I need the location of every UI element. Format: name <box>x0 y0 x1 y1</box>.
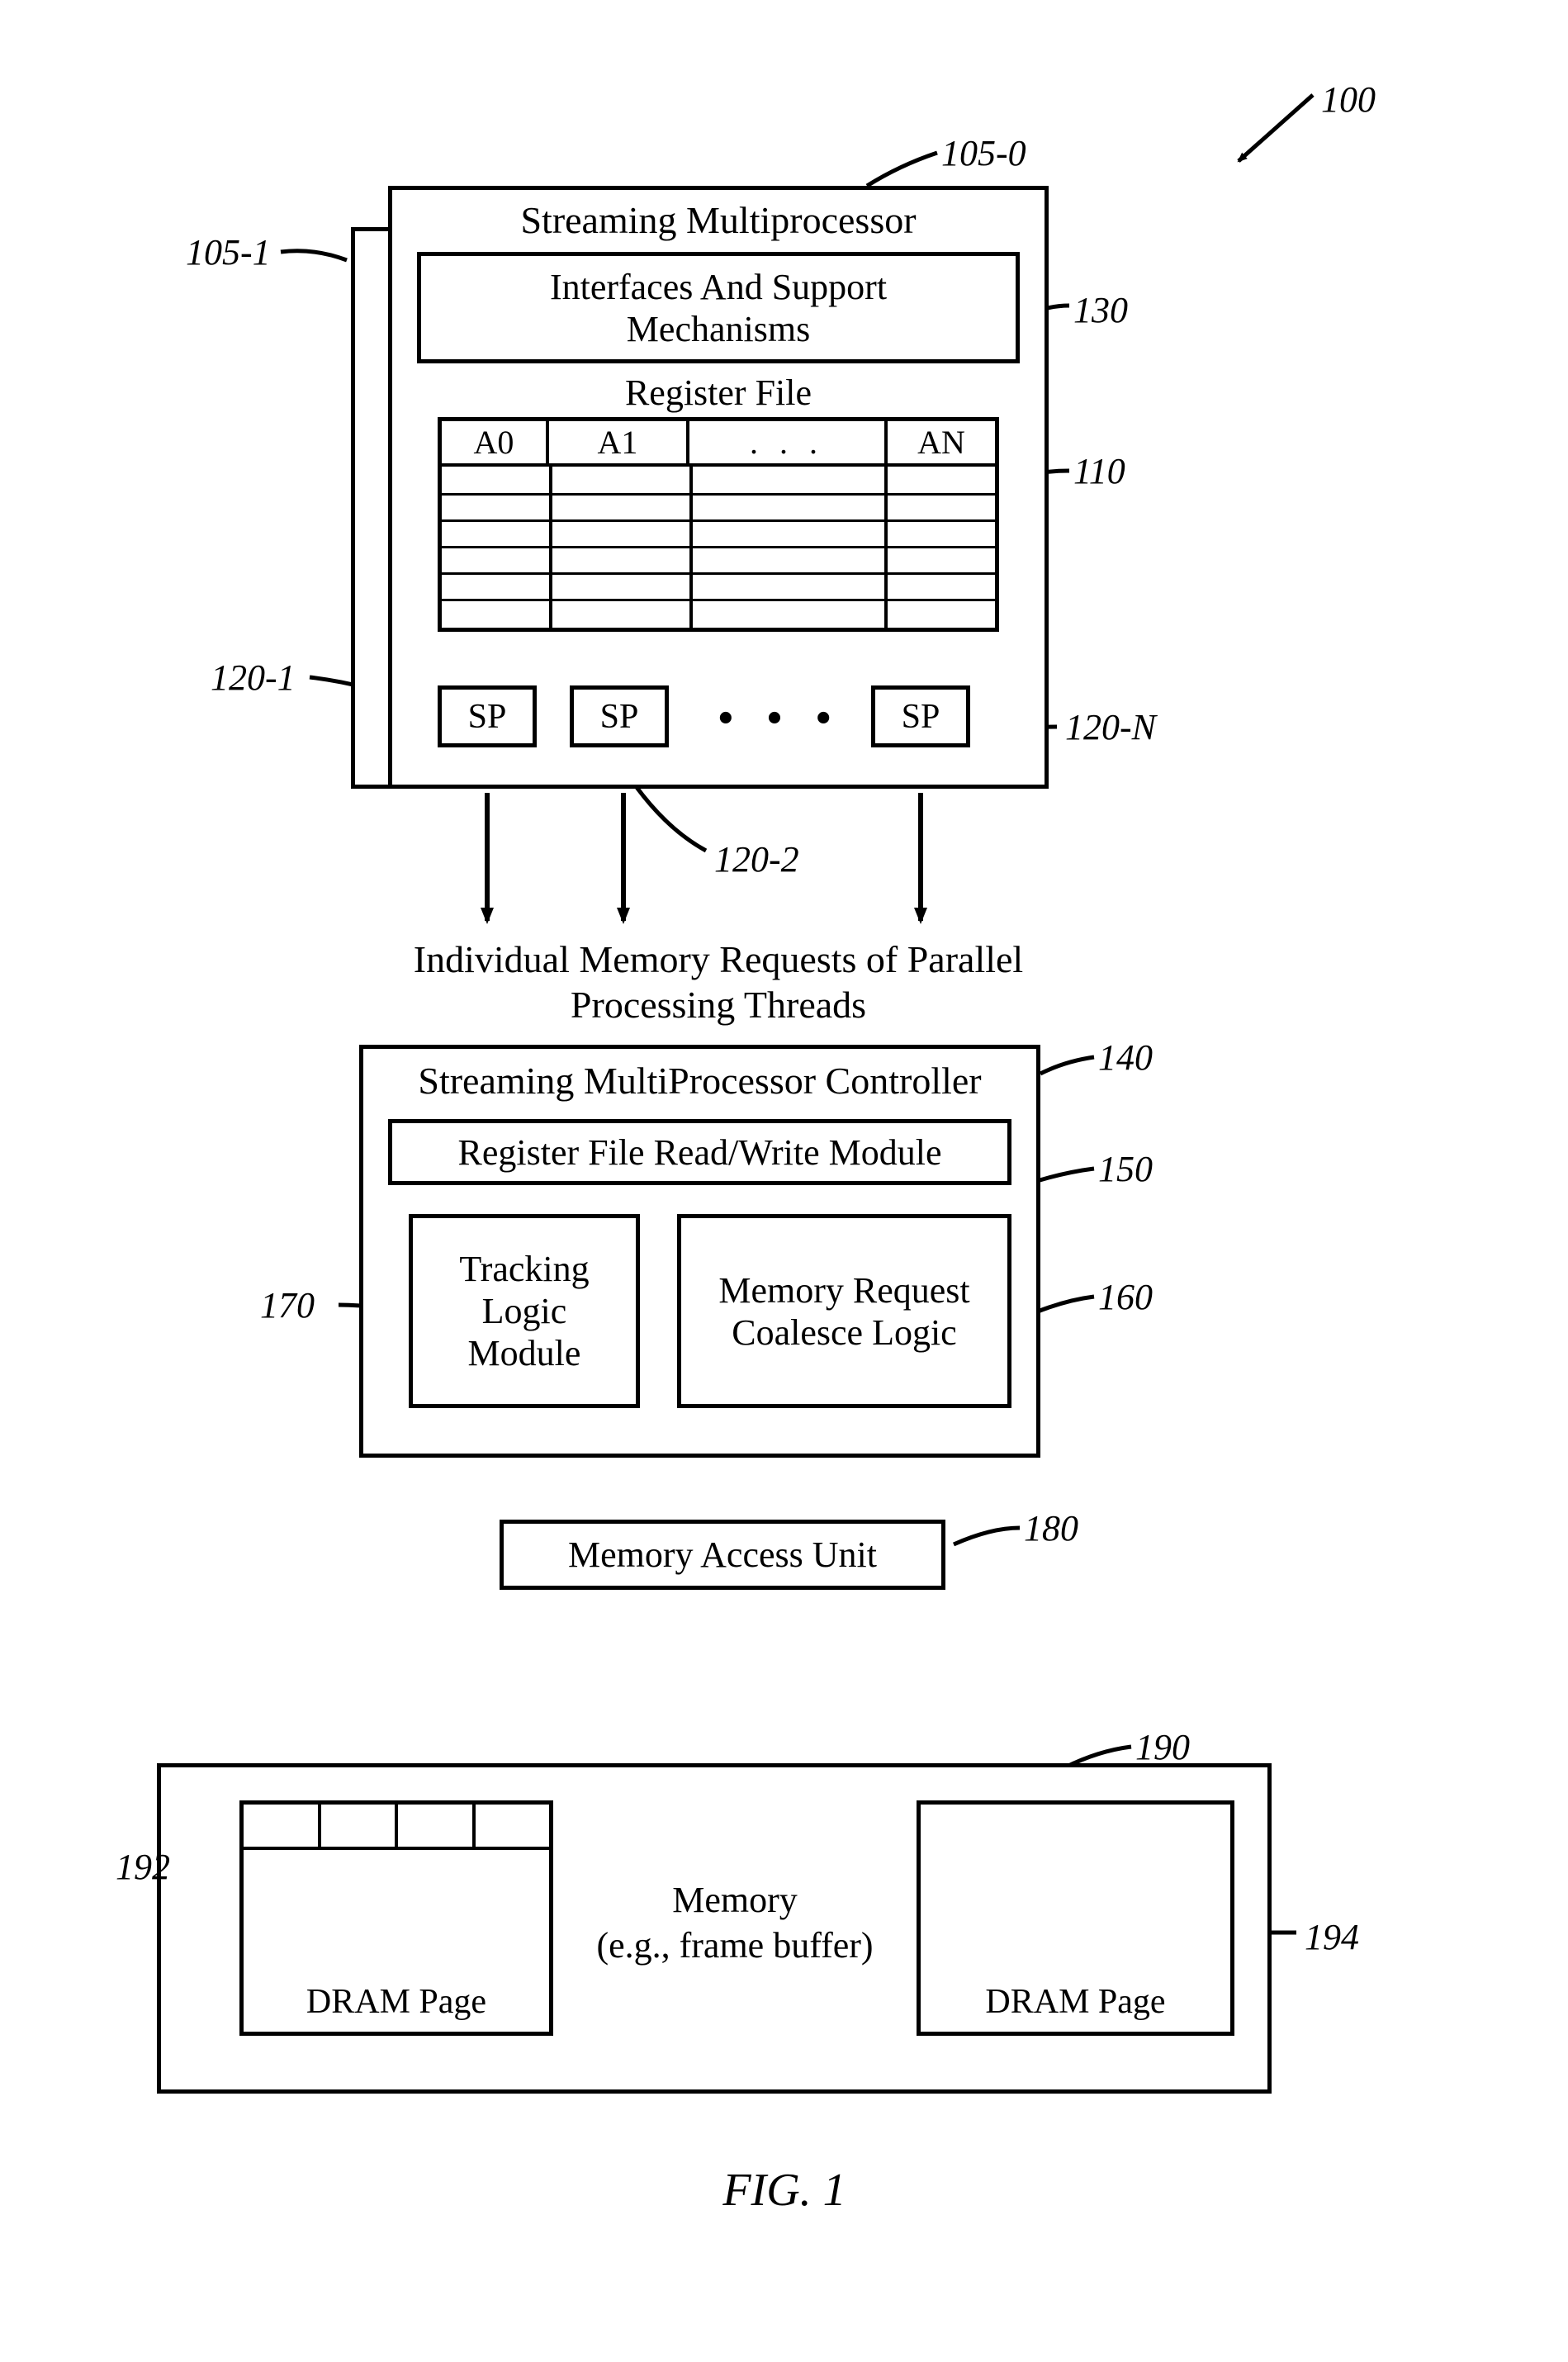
memory-line2: (e.g., frame buffer) <box>557 1924 912 1966</box>
dram-right-text: DRAM Page <box>921 1982 1230 2022</box>
dram-right-box: DRAM Page <box>917 1800 1234 2036</box>
coalesce-box: Memory Request Coalesce Logic <box>677 1214 1011 1408</box>
rw-module-box: Register File Read/Write Module <box>388 1119 1011 1185</box>
sp-box-1: SP <box>438 685 537 747</box>
track-l1: Tracking <box>459 1248 589 1290</box>
regfile-title: Register File <box>392 372 1045 414</box>
smc-box: Streaming MultiProcessor Controller Regi… <box>359 1045 1040 1458</box>
sp-box-2: SP <box>570 685 669 747</box>
label-192: 192 <box>116 1846 170 1888</box>
label-105-0: 105-0 <box>941 132 1026 174</box>
track-l3: Module <box>468 1332 581 1374</box>
sm-front-box: Streaming Multiprocessor Interfaces And … <box>388 186 1049 789</box>
label-110: 110 <box>1073 450 1125 492</box>
label-130: 130 <box>1073 289 1128 331</box>
mem-req-line2: Processing Threads <box>347 983 1090 1027</box>
memory-box: DRAM Page Memory (e.g., frame buffer) DR… <box>157 1763 1272 2094</box>
label-190: 190 <box>1135 1726 1190 1768</box>
reg-col-a1: A1 <box>549 421 689 463</box>
label-170: 170 <box>260 1284 315 1326</box>
memory-line1: Memory <box>557 1879 912 1921</box>
coal-l1: Memory Request <box>718 1269 969 1311</box>
label-120-2: 120-2 <box>714 838 799 880</box>
coal-l2: Coalesce Logic <box>732 1311 956 1354</box>
figure-canvas: 100 <box>33 33 1536 2329</box>
label-140: 140 <box>1098 1036 1153 1079</box>
label-194: 194 <box>1305 1916 1359 1958</box>
regfile-box: A0 A1 . . . AN <box>438 417 999 632</box>
mau-box: Memory Access Unit <box>500 1520 945 1590</box>
dram-left-text: DRAM Page <box>244 1982 549 2022</box>
reg-col-an: AN <box>888 421 995 463</box>
label-120-1: 120-1 <box>211 657 296 699</box>
interfaces-line1: Interfaces And Support <box>550 266 887 308</box>
label-180: 180 <box>1024 1507 1078 1549</box>
interfaces-line2: Mechanisms <box>627 308 810 350</box>
sp-dots: • • • <box>698 694 863 742</box>
label-120-n: 120-N <box>1065 706 1156 748</box>
tracking-box: Tracking Logic Module <box>409 1214 640 1408</box>
interfaces-box: Interfaces And Support Mechanisms <box>417 252 1020 363</box>
sm-title: Streaming Multiprocessor <box>392 198 1045 242</box>
dram-left-box: DRAM Page <box>239 1800 553 2036</box>
reg-col-a0: A0 <box>442 421 549 463</box>
reg-col-dots: . . . <box>689 421 888 463</box>
mem-req-line1: Individual Memory Requests of Parallel <box>347 937 1090 981</box>
label-105-1: 105-1 <box>186 231 271 273</box>
label-150: 150 <box>1098 1148 1153 1190</box>
sp-box-n: SP <box>871 685 970 747</box>
smc-title: Streaming MultiProcessor Controller <box>363 1059 1036 1103</box>
track-l2: Logic <box>482 1290 567 1332</box>
figure-label: FIG. 1 <box>33 2164 1536 2217</box>
label-160: 160 <box>1098 1276 1153 1318</box>
